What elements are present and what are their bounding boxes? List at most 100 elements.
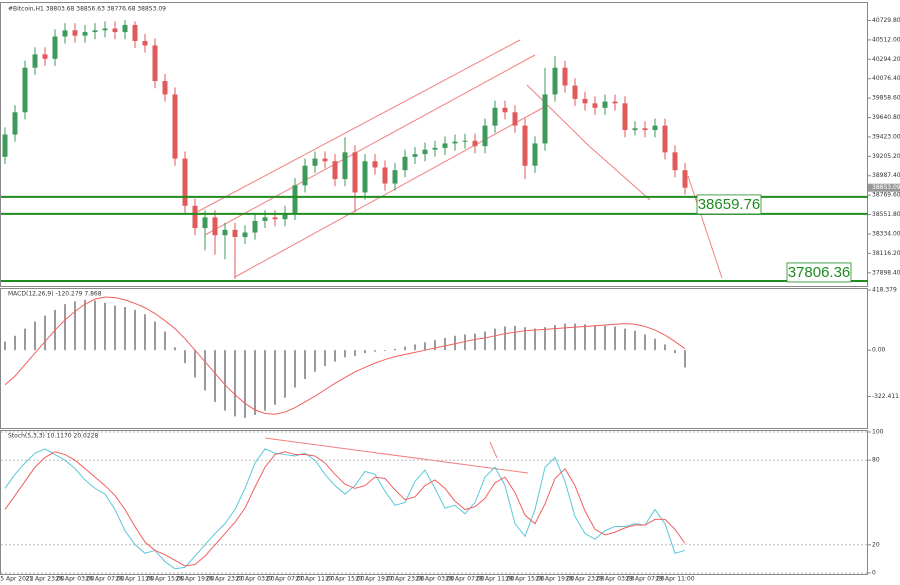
candle-body [232, 229, 238, 237]
macd-bar [244, 350, 246, 418]
drawings [196, 39, 723, 474]
candle-body [562, 67, 568, 86]
x-tick-label: 28 Apr 23:00 [565, 576, 604, 583]
macd-bar [34, 321, 36, 351]
candle-body [552, 67, 558, 95]
macd-bar [214, 350, 216, 402]
macd-bar [64, 304, 66, 351]
candle-body [142, 40, 148, 46]
macd-bar [684, 350, 686, 368]
y-tick-label: 418.379 [872, 287, 897, 294]
macd-bar [414, 344, 416, 351]
y-tick-label: -322.411 [872, 393, 899, 400]
macd-bar [274, 350, 276, 405]
candle-body [642, 128, 648, 131]
macd-bar [574, 323, 576, 351]
candle-body [482, 125, 488, 147]
candle-body [422, 149, 428, 155]
macd-bar [24, 328, 26, 351]
macd-bar [374, 350, 376, 352]
macd-bar [304, 350, 306, 379]
candle-body [82, 32, 88, 36]
candle-body [212, 217, 218, 236]
macd-bar [564, 323, 566, 351]
macd-bar [134, 309, 136, 351]
stoch-panel [0, 430, 868, 575]
x-tick-label: 29 Apr 03:00 [595, 576, 634, 583]
y-tick-label: 37898.40 [872, 269, 900, 276]
macd-bar [114, 305, 116, 351]
y-tick-label: 40294.20 [872, 56, 900, 63]
macd-bar [264, 350, 266, 411]
x-tick-label: 26 Apr 11:00 [115, 576, 154, 583]
x-tick-label: 29 Apr 07:00 [625, 576, 664, 583]
macd-bar [534, 328, 536, 351]
candle-body [182, 158, 188, 206]
divergence-tick [489, 441, 498, 459]
macd-bar [664, 344, 666, 351]
macd-bar [234, 350, 236, 417]
candle-body [402, 156, 408, 171]
candle-body [412, 154, 418, 157]
y-tick-label: 0.00 [872, 347, 886, 354]
candle-body [102, 28, 108, 31]
candle-body [332, 161, 338, 180]
candle-body [72, 30, 78, 36]
price-label: 37806.36 [788, 264, 851, 281]
macd-bar [424, 342, 426, 351]
macd-bar [324, 350, 326, 367]
candle-body [282, 212, 288, 220]
candle-body [132, 24, 138, 41]
x-tick-label: 27 Apr 15:00 [325, 576, 364, 583]
candle-body [342, 152, 348, 180]
candle-body [462, 140, 468, 142]
macd-bar [354, 350, 356, 356]
x-tick-label: 26 Apr 03:00 [55, 576, 94, 583]
candle-body [152, 45, 158, 82]
candle-body [162, 81, 168, 95]
x-tick-label: 27 Apr 19:00 [355, 576, 394, 583]
macd-bar [84, 299, 86, 351]
candle-body [252, 220, 258, 233]
macd-bar [74, 301, 76, 351]
x-tick-label: 25 Apr 2022 [0, 576, 34, 583]
macd-bar [554, 325, 556, 351]
candle-body [272, 217, 278, 220]
macd-panel [0, 288, 868, 429]
candle-body [602, 101, 608, 108]
candle-body [442, 143, 448, 148]
macd-bar [604, 325, 606, 351]
x-tick-label: 27 Apr 07:00 [265, 576, 304, 583]
divergence-line [264, 437, 529, 474]
macd-bar [4, 341, 6, 351]
y-tick-label: 40512.00 [872, 36, 900, 43]
candle-body [392, 170, 398, 184]
candle-body [172, 94, 178, 159]
x-tick-label: 28 Apr 15:00 [505, 576, 544, 583]
candle-body [192, 205, 198, 229]
candle-body [292, 185, 298, 213]
macd-bar [654, 338, 656, 351]
y-tick-label: 40729.80 [872, 17, 900, 24]
channel-upper [196, 39, 521, 213]
panel-title: MACD(12,26,9) -120.279 7.868 [8, 291, 102, 298]
channel-lower [234, 104, 549, 278]
y-tick-label: 39205.20 [872, 153, 900, 160]
candle-body [432, 147, 438, 150]
candle-body [452, 141, 458, 144]
candle-body [2, 134, 8, 157]
macd-bar [164, 331, 166, 351]
candle-body [582, 98, 588, 104]
x-tick-label: 28 Apr 19:00 [535, 576, 574, 583]
candle-body [672, 152, 678, 171]
candle-body [362, 161, 368, 193]
macd-bar [584, 324, 586, 351]
macd-bar [474, 333, 476, 351]
candle-body [22, 67, 28, 113]
x-tick-label: 27 Apr 03:00 [235, 576, 274, 583]
candle-body [502, 107, 508, 113]
candle-body [12, 112, 18, 135]
x-tick-label: 26 Apr 19:00 [175, 576, 214, 583]
macd-bar [184, 350, 186, 364]
